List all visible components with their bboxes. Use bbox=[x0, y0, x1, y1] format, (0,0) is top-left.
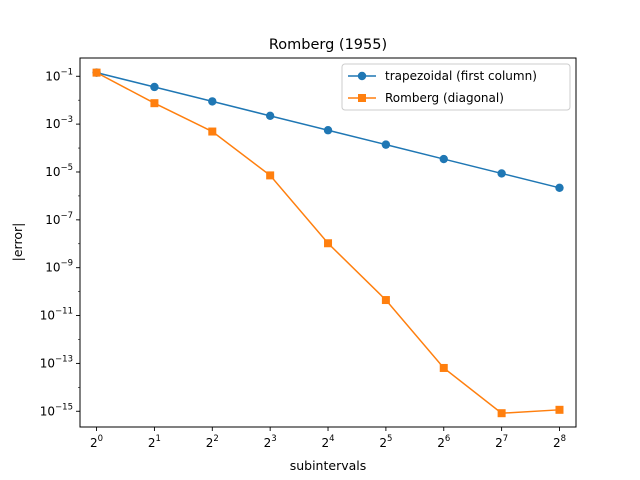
y-tick-label-base: 10 bbox=[45, 165, 60, 179]
series-2-point bbox=[324, 239, 333, 248]
y-tick-label: 10−11 bbox=[40, 307, 73, 323]
plot-area: 20 21 22 23 24 25 26 27 2810−110−310−510−710−910… bbox=[40, 67, 566, 450]
legend-marker-1 bbox=[357, 71, 367, 81]
x-tick-label-base: 2 bbox=[379, 436, 387, 450]
x-tick-label: 21 bbox=[148, 434, 161, 450]
x-tick-label: 23 bbox=[264, 434, 277, 450]
y-tick-label-base: 10 bbox=[45, 261, 60, 275]
y-tick-label-exponent: −13 bbox=[55, 354, 73, 364]
y-tick-label-exponent: −5 bbox=[60, 163, 73, 173]
x-tick-label: 22 bbox=[206, 434, 219, 450]
series-2-point bbox=[266, 171, 275, 180]
x-tick-label-exponent: 4 bbox=[329, 434, 334, 444]
x-tick-label-base: 2 bbox=[495, 436, 503, 450]
y-tick-label: 10−7 bbox=[45, 211, 73, 227]
y-tick-label-exponent: −7 bbox=[60, 211, 73, 221]
series-1-point bbox=[208, 97, 217, 106]
y-tick-label-base: 10 bbox=[40, 309, 55, 323]
series-1-point bbox=[497, 169, 506, 178]
legend-box bbox=[341, 63, 571, 111]
x-tick-label-base: 2 bbox=[90, 436, 98, 450]
x-tick-label-exponent: 3 bbox=[271, 434, 276, 444]
x-tick-label-exponent: 2 bbox=[213, 434, 218, 444]
series-2-point bbox=[208, 127, 217, 136]
x-tick-label-exponent: 1 bbox=[156, 434, 161, 444]
x-tick-label: 26 bbox=[437, 434, 450, 450]
y-tick-label-base: 10 bbox=[40, 356, 55, 370]
series-1-point bbox=[265, 111, 275, 121]
x-tick-label: 20 bbox=[90, 434, 103, 450]
x-axis-label: subintervals bbox=[290, 458, 367, 473]
x-tick-label: 27 bbox=[495, 434, 508, 450]
series-1-point bbox=[381, 140, 391, 149]
series-1-point bbox=[150, 82, 159, 92]
legend-marker-2 bbox=[358, 94, 366, 102]
y-tick-label: 10−13 bbox=[40, 354, 73, 370]
x-tick-label-exponent: 7 bbox=[503, 434, 508, 444]
y-tick-label-exponent: −15 bbox=[55, 402, 73, 412]
x-tick-label-base: 2 bbox=[437, 436, 445, 450]
y-tick-label: 10−1 bbox=[45, 67, 73, 83]
series-2-point bbox=[555, 405, 564, 414]
series-2-point bbox=[150, 99, 159, 108]
series-2-point bbox=[381, 296, 390, 305]
x-tick-label-exponent: 5 bbox=[387, 434, 392, 444]
y-tick-label: 10−9 bbox=[45, 259, 73, 275]
axes-frame bbox=[79, 57, 577, 428]
y-tick-label-exponent: −11 bbox=[55, 307, 73, 317]
y-axis-label: |error| bbox=[10, 223, 25, 262]
series-2-point bbox=[439, 363, 448, 372]
legend-label-2: Romberg (diagonal) bbox=[385, 91, 504, 105]
y-tick-label-exponent: −9 bbox=[60, 259, 73, 269]
y-tick-label-base: 10 bbox=[45, 69, 60, 83]
x-tick-label-base: 2 bbox=[148, 436, 156, 450]
y-tick-label: 10−15 bbox=[40, 402, 73, 418]
series-1-point bbox=[323, 126, 333, 135]
x-tick-label-exponent: 6 bbox=[445, 434, 450, 444]
series-2-point bbox=[92, 68, 101, 77]
series-1-point bbox=[555, 183, 564, 193]
y-tick-label: 10−5 bbox=[45, 163, 73, 179]
legend: trapezoidal (first column) Romberg (diago… bbox=[341, 63, 571, 111]
x-tick-label-base: 2 bbox=[206, 436, 214, 450]
series-2-point bbox=[497, 409, 506, 418]
x-tick-label-exponent: 0 bbox=[98, 434, 103, 444]
x-tick-label: 28 bbox=[553, 434, 566, 450]
y-tick-label-exponent: −3 bbox=[60, 115, 73, 125]
x-tick-label-exponent: 8 bbox=[561, 434, 566, 444]
chart-title: Romberg (1955) bbox=[269, 37, 387, 53]
y-tick-label-base: 10 bbox=[45, 117, 60, 131]
x-tick-label-base: 2 bbox=[264, 436, 272, 450]
y-tick-label-base: 10 bbox=[40, 404, 55, 418]
x-tick-label-base: 2 bbox=[321, 436, 329, 450]
y-tick-label-exponent: −1 bbox=[60, 67, 73, 77]
legend-label-1: trapezoidal (first column) bbox=[385, 69, 537, 83]
x-tick-label: 24 bbox=[321, 434, 334, 450]
x-tick-label: 25 bbox=[379, 434, 392, 450]
y-tick-label: 10−3 bbox=[45, 115, 73, 131]
x-tick-label-base: 2 bbox=[553, 436, 561, 450]
y-tick-label-base: 10 bbox=[45, 213, 60, 227]
series-1-point bbox=[439, 154, 448, 164]
